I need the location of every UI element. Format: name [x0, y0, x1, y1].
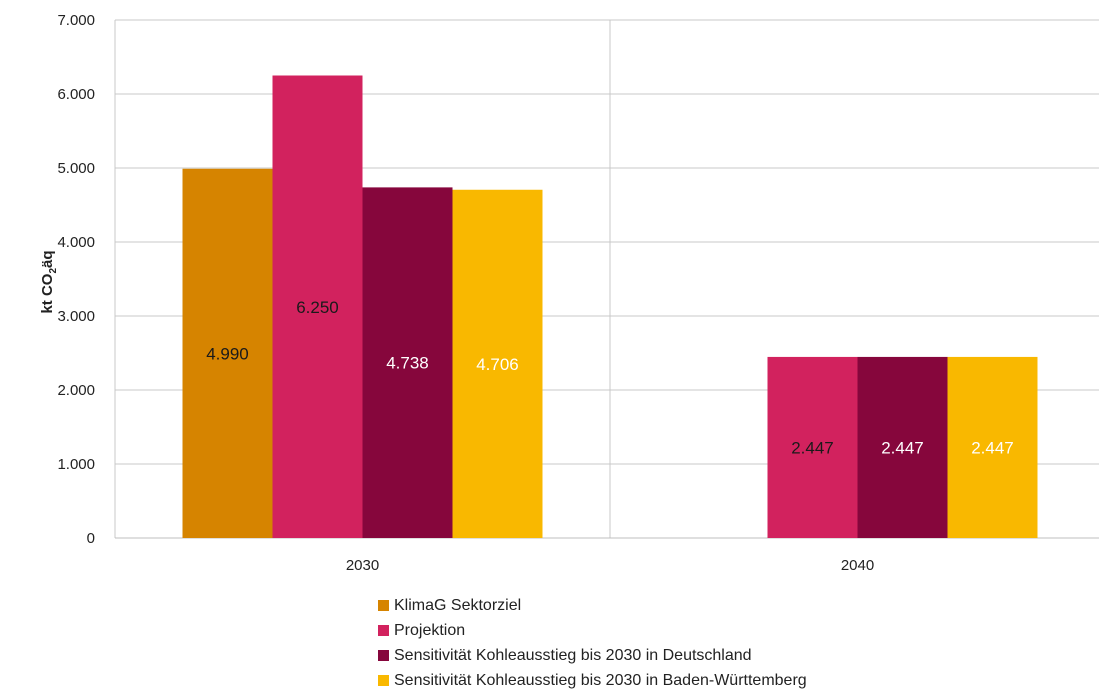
data-label: 4.706: [476, 355, 519, 374]
y-tick-label: 2.000: [57, 382, 95, 399]
y-tick-label: 3.000: [57, 308, 95, 325]
legend: KlimaG Sektorziel Projektion Sensitivität …: [378, 593, 807, 693]
bar-chart: 4.990 6.250 4.738 4.706 2.447 2.447 2.447 0 1.0…: [39, 12, 1099, 574]
bar: [452, 189, 543, 539]
legend-label: Projektion: [394, 621, 466, 639]
legend-swatch: [378, 600, 389, 611]
legend-swatch: [378, 675, 389, 686]
labels-layer: 4.990 6.250 4.738 4.706 2.447 2.447 2.447: [206, 298, 1014, 458]
bar: [857, 356, 948, 538]
data-label: 4.990: [206, 344, 249, 363]
x-tick-label: 2030: [346, 557, 379, 574]
bar: [362, 187, 453, 538]
data-label: 4.738: [386, 354, 429, 373]
bar: [947, 356, 1038, 538]
legend-label: Sensitivität Kohleausstieg bis 2030 in D…: [394, 646, 752, 664]
bar: [767, 356, 858, 538]
bar: [272, 75, 363, 538]
legend-item: Projektion: [378, 618, 807, 643]
y-tick-label: 5.000: [57, 160, 95, 177]
legend-item: KlimaG Sektorziel: [378, 593, 807, 618]
legend-swatch: [378, 650, 389, 661]
axis-layer: 0 1.000 2.000 3.000 4.000 5.000 6.000 7.000 2030…: [57, 12, 874, 574]
legend-label: Sensitivität Kohleausstieg bis 2030 in B…: [394, 671, 807, 689]
legend-item: Sensitivität Kohleausstieg bis 2030 in D…: [378, 643, 807, 668]
data-label: 2.447: [971, 438, 1014, 457]
y-axis-title: kt CO2äq: [39, 250, 59, 313]
y-axis-title-tail: äq: [39, 250, 56, 268]
y-tick-label: 1.000: [57, 456, 95, 473]
y-axis-title-main: kt CO: [39, 273, 56, 313]
x-tick-label: 2040: [841, 557, 874, 574]
y-tick-label: 0: [87, 530, 95, 547]
bars-layer: [182, 75, 1038, 539]
data-label: 6.250: [296, 298, 339, 317]
data-label: 2.447: [881, 438, 924, 457]
y-tick-label: 7.000: [57, 12, 95, 29]
legend-swatch: [378, 625, 389, 636]
bar: [182, 168, 273, 539]
y-tick-label: 6.000: [57, 86, 95, 103]
y-tick-label: 4.000: [57, 234, 95, 251]
y-axis-title-sub: 2: [48, 268, 59, 274]
legend-item: Sensitivität Kohleausstieg bis 2030 in B…: [378, 668, 807, 693]
legend-label: KlimaG Sektorziel: [394, 596, 522, 614]
data-label: 2.447: [791, 438, 834, 457]
